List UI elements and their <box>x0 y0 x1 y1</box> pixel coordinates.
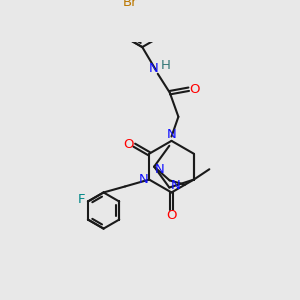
Text: O: O <box>166 209 177 222</box>
Text: O: O <box>123 138 134 151</box>
Text: N: N <box>154 163 164 176</box>
Text: N: N <box>167 128 176 141</box>
Text: F: F <box>78 193 85 206</box>
Text: O: O <box>190 83 200 96</box>
Text: N: N <box>170 179 180 192</box>
Text: Br: Br <box>123 0 137 9</box>
Text: N: N <box>148 62 158 75</box>
Text: N: N <box>139 173 149 186</box>
Text: H: H <box>160 58 170 72</box>
